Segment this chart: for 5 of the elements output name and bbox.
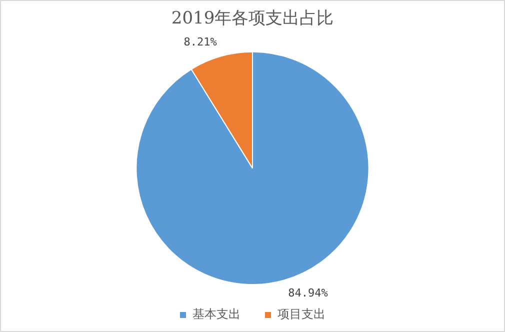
data-label: 84.94% [288, 286, 328, 300]
chart-title: 2019年各项支出占比 [171, 8, 334, 29]
data-label: 8.21% [184, 36, 218, 49]
legend-label: 项目支出 [278, 307, 326, 322]
legend-label: 基本支出 [192, 307, 240, 322]
